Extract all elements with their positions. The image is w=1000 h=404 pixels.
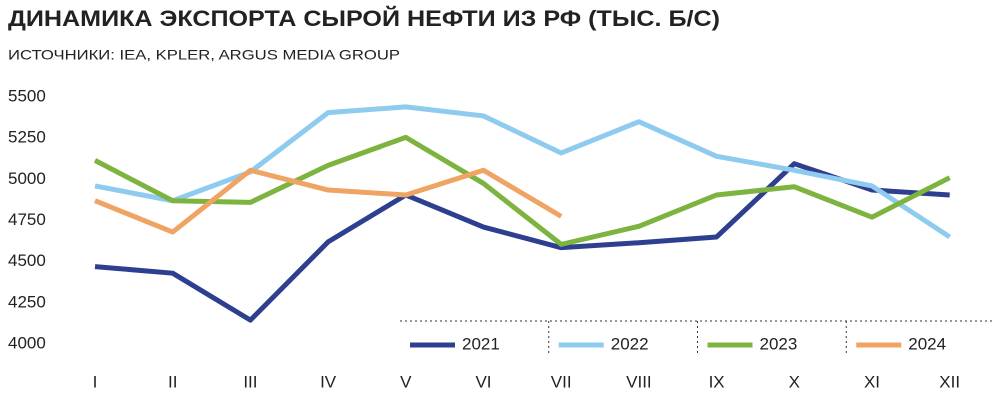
chart-subtitle: ИСТОЧНИКИ: IEA, KPLER, ARGUS MEDIA GROUP [8,47,400,63]
x-tick-label: X [789,372,800,391]
line-series [94,104,952,240]
x-tick-label: III [243,372,257,391]
line-series [93,134,951,247]
y-tick-label: 4250 [8,292,46,311]
legend-label: 2024 [908,334,946,353]
x-tick-label: XII [939,372,960,391]
chart-title: ДИНАМИКА ЭКСПОРТА СЫРОЙ НЕФТИ ИЗ РФ (ТЫС… [8,6,720,31]
legend-label: 2022 [611,334,649,353]
legend-label: 2023 [760,334,798,353]
x-tick-label: IX [709,372,725,391]
y-tick-label: 4000 [8,333,46,352]
line-series [94,167,563,235]
y-tick-label: 5500 [8,86,46,105]
x-tick-label: VII [551,372,572,391]
x-tick-label: V [400,372,412,391]
x-tick-label: VIII [626,372,652,391]
x-tick-label: VI [475,372,491,391]
x-tick-label: IV [320,372,337,391]
line-series [94,161,950,323]
x-tick-label: I [93,372,98,391]
y-tick-label: 5000 [8,169,46,188]
y-tick-label: 4750 [8,210,46,229]
x-tick-label: II [168,372,177,391]
y-tick-label: 4500 [8,251,46,270]
legend-label: 2021 [462,334,500,353]
x-tick-label: XI [864,372,880,391]
y-tick-label: 5250 [8,128,46,147]
